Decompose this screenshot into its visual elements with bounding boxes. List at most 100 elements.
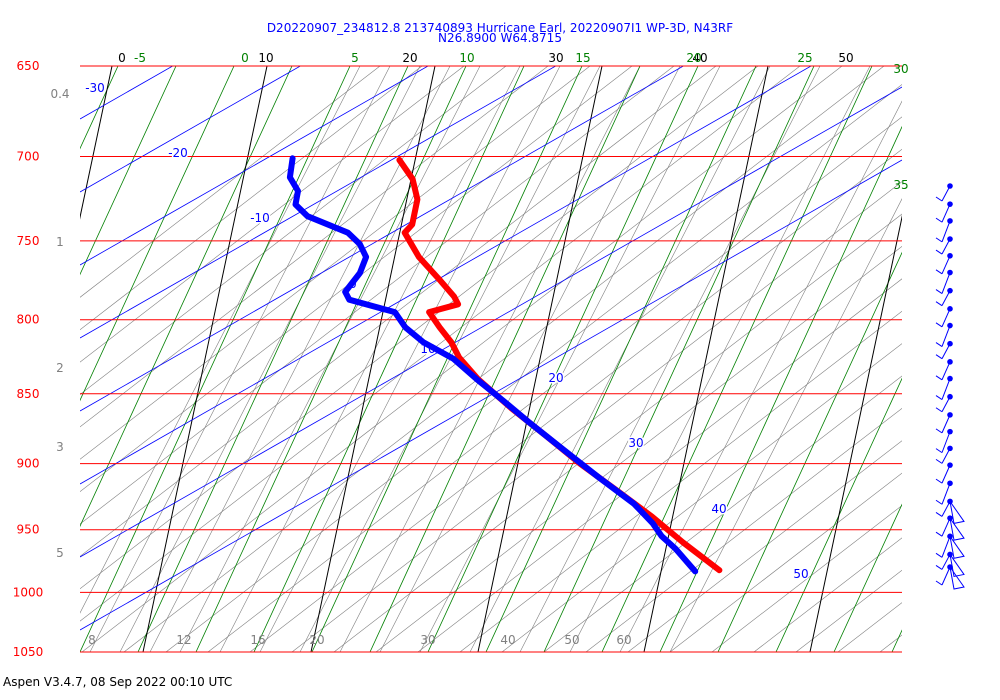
dry-adiabat-label: -5 [134,51,146,65]
wind-barb-staff [941,554,951,570]
isotherm-label: 20 [402,51,417,65]
pressure-lines [80,65,902,653]
wind-barb-feather [935,407,943,413]
wind-barb-feather [935,448,943,454]
mixing-ratio-label: 16 [250,633,265,647]
mixing-ratio-line [80,66,361,614]
isotherm-label: 0 [118,51,126,65]
wind-barbs [935,183,965,590]
mixing-ratio-lines [80,66,902,652]
isotherm-label: 50 [838,51,853,65]
wind-barb-staff [941,238,951,255]
dry-adiabat-label: 5 [351,51,359,65]
wind-barb-feather [935,580,943,586]
temperature-line-label: -30 [85,81,105,95]
isotherms [80,66,902,652]
dry-adiabat-line [833,503,902,652]
temperature-line [80,66,429,266]
wind-barb-staff [941,308,951,328]
wind-barb-staff [941,325,951,347]
left-scale-label: 1 [56,235,64,249]
mixing-ratio-label: 12 [176,633,191,647]
moist-adiabat-line [80,66,465,363]
mixing-ratio-line [469,66,771,652]
wind-barb-feather [935,375,943,381]
wind-barb-staff [941,566,951,586]
wind-barb-feather [935,428,943,434]
wind-barb-feather [935,552,943,558]
moist-adiabat-line [795,569,902,652]
wind-barb-staff [941,203,951,223]
left-scale-label: 0.4 [50,87,69,101]
wind-barb-staff [941,448,951,464]
dry-adiabat-line [659,125,902,652]
wind-barb-staff [941,343,951,359]
isotherm-label: 10 [258,51,273,65]
temperature-line [80,66,302,193]
temperature-line [80,0,902,46]
moist-adiabat-line [417,278,902,652]
wind-barb-feather [935,301,943,307]
moist-adiabat-line [80,66,801,622]
dry-adiabat-label: 20 [686,51,701,65]
left-scale-label: 5 [56,546,64,560]
isotherm-line [310,66,436,652]
mixing-ratio-line [419,66,721,652]
wind-barb-feather [935,499,943,505]
dewpoint-trace [286,155,699,575]
isotherm-label: 40 [692,51,707,65]
moist-adiabat-line [333,213,902,652]
wind-barb-staff [941,501,951,517]
temperature-line [80,66,812,485]
wind-barb-feather [935,237,943,243]
wind-barb-feather [935,289,943,294]
temperature-line-label: 50 [793,567,808,581]
mixing-ratio-line [259,66,561,652]
moist-adiabats [80,66,902,652]
wind-barb-staff [941,185,951,202]
wind-barb-feather [935,322,943,328]
mixing-ratio-line [219,66,521,652]
mixing-ratio-label: 50 [564,633,579,647]
chart-title-line1: D20220907_234812.8 213740893 Hurricane E… [266,21,734,35]
dry-adiabat-line [891,629,902,652]
temperature-line-label: 40 [711,502,726,516]
dry-adiabat-line [137,66,409,652]
moist-adiabat-line [669,472,902,652]
dry-adiabats [0,66,902,652]
chart-title-line2: N26.8900 W64.8715 [438,31,562,45]
temperature-line-label: 20 [548,371,563,385]
temperature-line-label: -10 [250,211,270,225]
moist-adiabat-line [375,246,902,652]
mixing-ratio-line [339,66,641,652]
moist-adiabat-line [80,66,759,590]
isotherm-label: 30 [548,51,563,65]
mixing-ratio-label: 20 [309,633,324,647]
temperature-line [80,66,685,412]
isotherm-line [643,66,769,652]
moist-adiabat-line [123,66,885,652]
isotherm-line [142,66,268,652]
dry-adiabat-line [427,66,699,652]
dry-adiabat-line [80,66,235,402]
wind-barb-feather [935,395,943,401]
dry-adiabat-line [195,66,467,652]
dry-adiabat-label: 25 [797,51,812,65]
moist-adiabat-line [501,343,902,652]
dry-adiabat-line [0,66,2,652]
dry-adiabat-line [80,66,351,652]
wind-barb-staff [941,220,951,243]
moist-adiabat-line [80,66,591,460]
wind-barb-staff [941,483,951,505]
moist-adiabat-line [585,407,902,652]
moist-adiabat-line [627,440,902,652]
wind-barb-feather [935,458,943,464]
mixing-ratio-line [569,66,871,652]
mixing-ratio-line [379,66,681,652]
moist-adiabat-line [711,505,902,652]
mixing-ratio-line [179,66,481,652]
wind-barb-feather [935,354,943,360]
pressure-label-1050: 1050 [13,645,44,659]
pressure-label-850: 850 [17,387,40,401]
moist-adiabat-line [80,66,633,492]
